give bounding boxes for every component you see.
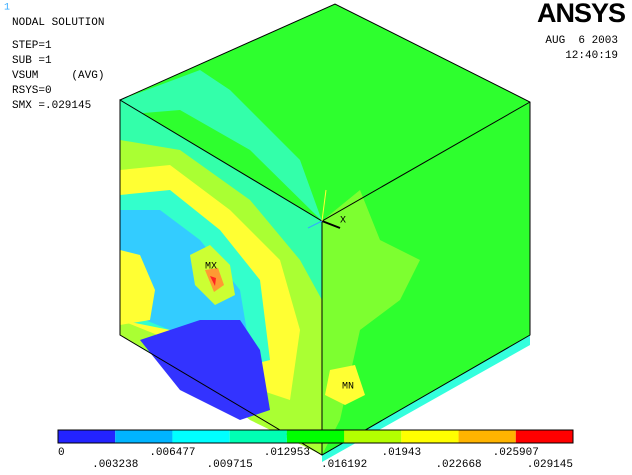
annotation: X	[340, 216, 346, 227]
time: 12:40:19	[565, 50, 618, 62]
header-line: RSYS=0	[12, 85, 52, 97]
axis-triad	[321, 189, 327, 222]
axis-triad	[321, 220, 341, 229]
header-line: SUB =1	[12, 55, 52, 67]
legend-label: .025907	[493, 447, 539, 459]
legend-swatch	[115, 430, 173, 443]
legend-swatch	[344, 430, 402, 443]
legend-swatch	[401, 430, 459, 443]
legend-swatch	[515, 430, 573, 443]
axis-triad	[307, 220, 323, 229]
legend-label: .006477	[149, 447, 195, 459]
legend-label: .022668	[435, 459, 481, 471]
legend-label: .01943	[382, 447, 422, 459]
legend-label: .009715	[207, 459, 253, 471]
contour	[120, 250, 155, 325]
legend-label: 0	[58, 447, 65, 459]
right-face	[322, 102, 530, 455]
header-lines: STEP=1 SUB =1 VSUM (AVG) RSYS=0 SMX =.029145	[12, 40, 104, 112]
annotation: MN	[342, 382, 354, 393]
contour	[140, 320, 270, 420]
annotation: MX	[205, 262, 217, 273]
legend-label: .029145	[527, 459, 573, 471]
legend-label: .016192	[321, 459, 367, 471]
contour	[325, 365, 365, 405]
legend-swatch	[172, 430, 230, 443]
date: AUG 6 2003	[545, 35, 618, 47]
header-line: STEP=1	[12, 40, 52, 52]
plot-title: NODAL SOLUTION	[12, 17, 104, 29]
legend-label: .012953	[264, 447, 310, 459]
top-face	[120, 4, 530, 221]
legend-label: .003238	[92, 459, 138, 471]
legend-swatch	[458, 430, 516, 443]
contour	[210, 276, 216, 286]
window-number: 1	[4, 3, 10, 14]
cube	[119, 3, 531, 462]
header-line: VSUM (AVG)	[12, 70, 104, 82]
contour	[120, 70, 322, 221]
legend: 0 .003238 .006477 .009715 .012953 .016192 .019…	[57, 429, 574, 471]
legend-swatch	[58, 430, 116, 443]
logo: ANSYS	[537, 0, 625, 28]
annotations: MX MN X	[205, 216, 354, 393]
legend-swatch	[229, 430, 287, 443]
legend-swatch	[286, 430, 345, 443]
legend-frame	[57, 429, 574, 444]
header-line: SMX =.029145	[12, 100, 91, 112]
